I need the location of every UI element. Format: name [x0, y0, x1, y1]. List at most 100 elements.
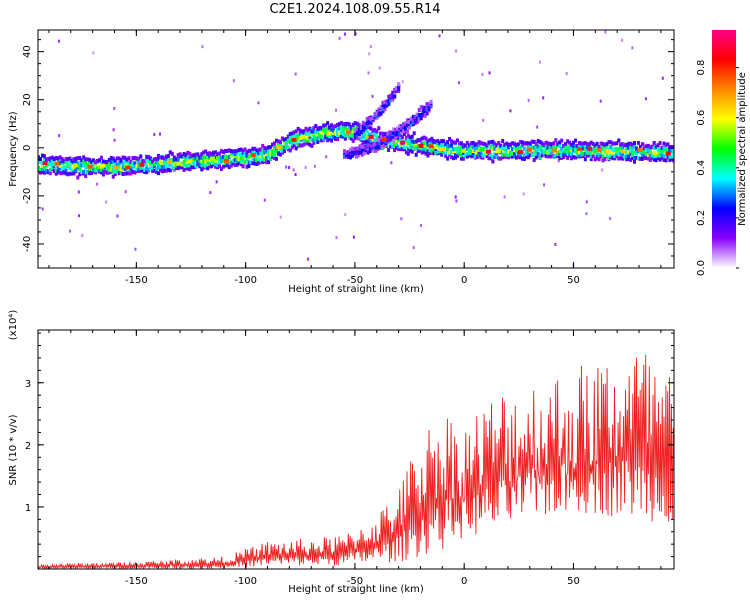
heatmap-cell — [90, 171, 94, 176]
heatmap-cell — [290, 145, 294, 150]
heatmap-cell — [589, 140, 593, 145]
heatmap-cell — [261, 153, 265, 158]
heatmap-cell — [381, 137, 387, 142]
heatmap-cell — [194, 152, 198, 157]
heatmap-cell — [375, 111, 379, 116]
heatmap-cell — [204, 159, 208, 164]
heatmap-cell — [184, 164, 188, 169]
heatmap-cell — [359, 136, 363, 141]
heatmap-cell — [105, 200, 108, 204]
heatmap-cell — [522, 141, 526, 146]
heatmap-cell — [141, 158, 145, 163]
heatmap-cell — [566, 155, 570, 160]
heatmap-cell — [286, 134, 290, 139]
heatmap-cell — [394, 145, 398, 150]
heatmap-cell — [377, 126, 381, 131]
heatmap-cell — [166, 154, 170, 159]
heatmap-cell — [159, 132, 162, 136]
heatmap-cell — [212, 153, 216, 158]
heatmap-cell — [103, 169, 107, 174]
heatmap-cell — [174, 157, 178, 162]
heatmap-cell — [554, 145, 558, 150]
heatmap-cell — [103, 163, 107, 168]
heatmap-cell — [395, 86, 399, 91]
heatmap-cell — [273, 153, 277, 158]
heatmap-cell — [332, 124, 336, 129]
heatmap-cell — [408, 145, 412, 150]
heatmap-cell — [121, 165, 125, 170]
heatmap-cell — [77, 214, 80, 218]
heatmap-cell — [233, 157, 237, 162]
heatmap-cell — [570, 152, 574, 157]
x-tick-label: -150 — [125, 576, 148, 587]
heatmap-cell — [300, 143, 304, 148]
heatmap-cell — [666, 142, 670, 147]
heatmap-cell — [544, 153, 548, 158]
heatmap-cell — [112, 128, 115, 132]
heatmap-cell — [255, 148, 259, 153]
heatmap-cell — [172, 155, 176, 160]
heatmap-cell — [654, 144, 658, 149]
heatmap-cell — [143, 161, 147, 166]
heatmap-cell — [420, 146, 424, 151]
heatmap-cell — [542, 142, 546, 147]
heatmap-cell — [662, 146, 666, 151]
heatmap-cell — [186, 156, 190, 161]
heatmap-cell — [421, 110, 425, 115]
heatmap-cell — [97, 164, 101, 169]
heatmap-cell — [648, 145, 652, 150]
heatmap-cell — [76, 156, 80, 161]
heatmap-cell — [454, 155, 458, 160]
heatmap-cell — [245, 155, 249, 160]
heatmap-cell — [481, 72, 484, 76]
heatmap-cell — [215, 152, 219, 157]
heatmap-cell — [241, 158, 245, 163]
heatmap-cell — [111, 164, 115, 169]
heatmap-cell — [149, 160, 153, 165]
heatmap-cell — [141, 165, 145, 170]
heatmap-cell — [351, 133, 355, 138]
heatmap-cell — [117, 166, 121, 171]
heatmap-cell — [113, 158, 117, 163]
heatmap-cell — [392, 127, 396, 132]
heatmap-cell — [121, 172, 125, 177]
heatmap-cell — [352, 147, 356, 152]
heatmap-cell — [326, 138, 330, 143]
heatmap-cell — [217, 151, 221, 156]
heatmap-cell — [560, 148, 564, 153]
heatmap-cell — [501, 155, 505, 160]
heatmap-cell — [418, 148, 422, 153]
heatmap-cell — [660, 153, 664, 158]
heatmap-cell — [78, 156, 82, 161]
heatmap-cell — [243, 160, 247, 165]
heatmap-cell — [471, 145, 475, 150]
heatmap-cell — [86, 157, 90, 162]
heatmap-cell — [461, 145, 465, 150]
heatmap-cell — [633, 150, 637, 155]
heatmap-cell — [97, 158, 101, 163]
heatmap-cell — [314, 136, 318, 141]
heatmap-cell — [617, 156, 621, 161]
heatmap-cell — [164, 161, 168, 166]
heatmap-cell — [282, 141, 286, 146]
heatmap-cell — [583, 146, 587, 151]
heatmap-cell — [225, 148, 229, 153]
heatmap-cell — [627, 145, 631, 150]
heatmap-cell — [125, 159, 129, 164]
heatmap-cell — [40, 161, 44, 166]
heatmap-cell — [107, 168, 111, 173]
heatmap-cell — [448, 143, 452, 148]
heatmap-cell — [373, 113, 377, 118]
heatmap-cell — [392, 138, 396, 143]
x-tick-label: 0 — [461, 275, 467, 286]
heatmap-cell — [473, 143, 477, 148]
heatmap-cell — [241, 150, 245, 155]
heatmap-cell — [444, 153, 448, 158]
heatmap-cell — [155, 167, 159, 172]
heatmap-cell — [394, 139, 398, 144]
heatmap-cell — [377, 107, 381, 112]
heatmap-cell — [670, 148, 674, 153]
heatmap-cell — [92, 163, 96, 168]
heatmap-cell — [666, 147, 670, 152]
heatmap-cell — [339, 134, 343, 139]
